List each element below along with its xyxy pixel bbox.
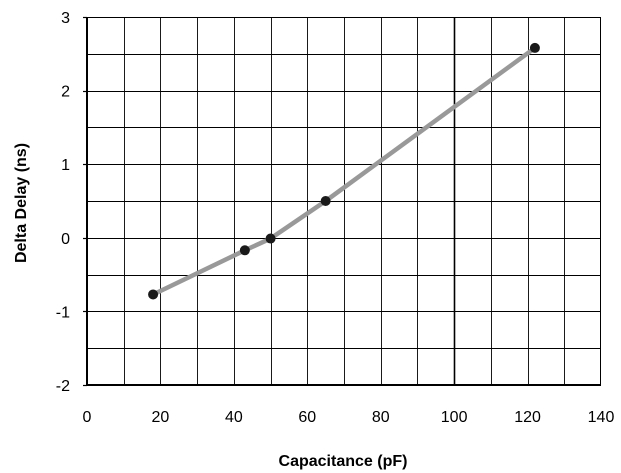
data-point xyxy=(265,233,276,244)
x-axis-title: Capacitance (pF) xyxy=(279,453,408,470)
x-tick-label: 140 xyxy=(588,409,615,426)
y-tick-label: -1 xyxy=(56,304,70,321)
data-point xyxy=(529,42,540,53)
y-tick-label: 3 xyxy=(61,10,70,27)
axes xyxy=(83,16,601,387)
tick-labels: 0 20 40 60 80 100 120 140 -2 -1 0 1 2 3 xyxy=(56,10,615,426)
series xyxy=(148,42,540,300)
y-tick-label: 1 xyxy=(61,157,70,174)
x-tick-label: 120 xyxy=(514,409,541,426)
data-point xyxy=(320,196,331,206)
y-axis-title: Delta Delay (ns) xyxy=(13,143,30,263)
y-tick-label: 2 xyxy=(61,84,70,101)
grid xyxy=(87,17,601,385)
x-tick-label: 80 xyxy=(372,409,390,426)
x-tick-label: 0 xyxy=(83,409,92,426)
y-tick-label: 0 xyxy=(61,231,70,248)
series-line xyxy=(150,45,538,297)
data-point xyxy=(148,289,159,300)
x-tick-label: 60 xyxy=(298,409,316,426)
x-tick-label: 20 xyxy=(152,409,170,426)
x-tick-label: 40 xyxy=(225,409,243,426)
y-tick-label: -2 xyxy=(56,378,70,395)
data-point xyxy=(239,245,250,256)
x-tick-label: 100 xyxy=(441,409,468,426)
